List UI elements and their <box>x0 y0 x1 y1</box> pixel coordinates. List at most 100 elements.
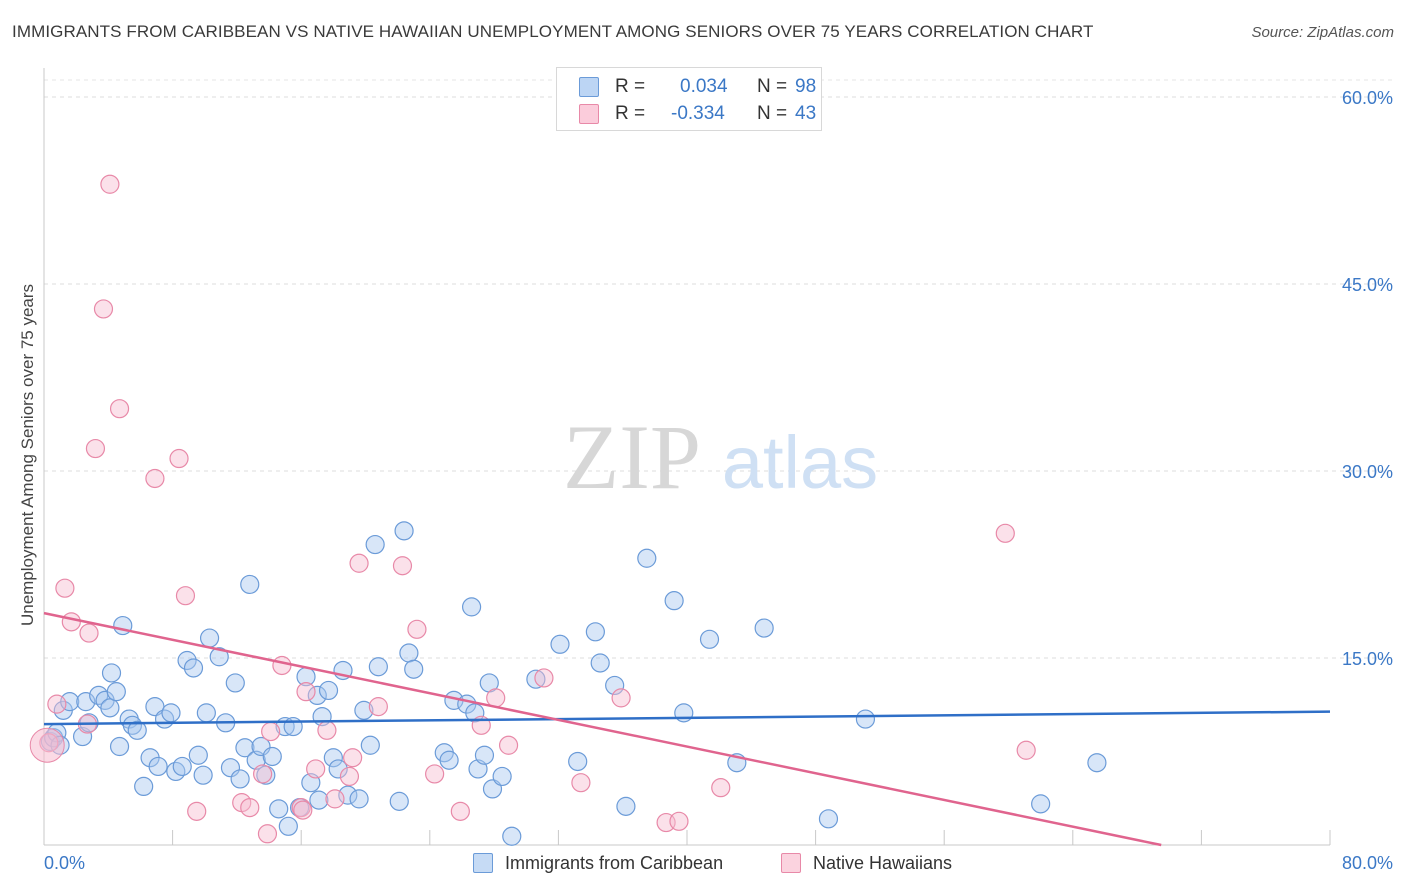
caribbean-point <box>100 698 120 718</box>
caribbean-point <box>269 799 289 819</box>
scatter-points <box>29 174 1107 846</box>
caribbean-point <box>338 785 358 805</box>
n-value: 98 <box>795 76 817 97</box>
hawaiian-point <box>296 682 316 702</box>
caribbean-point <box>616 796 636 816</box>
caribbean-point <box>461 597 482 617</box>
caribbean-point <box>526 669 546 689</box>
caribbean-point <box>492 766 512 787</box>
hawaiian-point <box>306 759 326 779</box>
hawaiian-point <box>392 556 413 576</box>
n-value: 43 <box>795 103 817 124</box>
caribbean-point <box>1031 794 1051 814</box>
caribbean-point <box>166 761 186 782</box>
caribbean-point <box>855 709 876 729</box>
n-label: N = <box>757 103 788 124</box>
watermark-atlas: atlas <box>722 421 878 504</box>
hawaiian-point <box>240 797 260 818</box>
caribbean-point <box>188 745 208 765</box>
hawaiian-point <box>407 619 427 639</box>
hawaiian-point <box>611 688 631 708</box>
hawaiian-point <box>317 720 337 740</box>
axes <box>43 68 1331 846</box>
correlation-legend: R = 0.034 N = 98 R = -0.334 N = 43 <box>556 67 822 131</box>
legend-swatch-hawaiian <box>579 104 599 124</box>
caribbean-point <box>278 816 298 836</box>
caribbean-point <box>605 675 625 696</box>
caribbean-point <box>196 703 216 723</box>
hawaiian-point <box>79 623 99 643</box>
y-tick-label: 15.0% <box>1342 649 1393 669</box>
legend-swatch-caribbean <box>473 853 493 873</box>
source-label: Source: ZipAtlas.com <box>1251 24 1394 41</box>
caribbean-point <box>177 650 197 671</box>
watermark-zip: ZIP <box>563 406 701 508</box>
caribbean-point <box>360 735 380 755</box>
gridlines <box>44 79 1392 659</box>
hawaiian-point <box>349 553 369 573</box>
chart-title: IMMIGRANTS FROM CARIBBEAN VS NATIVE HAWA… <box>12 22 1094 41</box>
caribbean-point <box>465 703 485 723</box>
legend-swatch-caribbean <box>579 77 599 97</box>
caribbean-point <box>161 703 181 723</box>
caribbean-point <box>262 746 282 767</box>
hawaiian-point <box>145 468 165 489</box>
hawaiian-point <box>169 448 189 469</box>
caribbean-point <box>585 622 605 642</box>
hawaiian-point <box>93 299 114 319</box>
hawaiian-point <box>339 766 360 787</box>
caribbean-point <box>172 756 192 777</box>
caribbean-point <box>664 591 684 611</box>
hawaiian-point <box>425 764 445 784</box>
caribbean-point <box>183 658 204 678</box>
hawaiian-point <box>995 523 1015 543</box>
hawaiian-point <box>293 800 313 820</box>
caribbean-point <box>193 765 213 785</box>
caribbean-point <box>404 659 424 679</box>
hawaiian-point <box>109 399 130 419</box>
legend-label-hawaiian: Native Hawaiians <box>813 853 953 873</box>
caribbean-point <box>328 759 348 779</box>
caribbean-point <box>101 663 122 683</box>
hawaiian-point <box>253 764 273 784</box>
caribbean-point <box>225 673 245 693</box>
hawaiian-point <box>61 612 81 632</box>
legend-label-caribbean: Immigrants from Caribbean <box>505 853 724 873</box>
caribbean-point <box>148 756 168 777</box>
y-tick-label: 30.0% <box>1342 462 1393 482</box>
hawaiian-point <box>257 824 278 844</box>
caribbean-point <box>637 548 657 568</box>
r-value: -0.334 <box>671 103 725 124</box>
caribbean-point <box>283 716 303 737</box>
hawaiian-point <box>711 778 731 798</box>
caribbean-point <box>754 618 774 638</box>
hawaiian-point <box>368 697 388 717</box>
caribbean-point <box>439 750 459 770</box>
y-tick-label: 60.0% <box>1342 88 1393 108</box>
caribbean-point <box>109 736 130 757</box>
caribbean-point <box>699 629 720 649</box>
caribbean-point <box>389 791 409 811</box>
caribbean-point <box>106 682 126 702</box>
hawaiian-point <box>498 735 519 755</box>
hawaiian-point <box>261 721 281 742</box>
caribbean-point <box>502 826 522 846</box>
caribbean-point <box>354 700 374 720</box>
hawaiian-point <box>272 655 292 676</box>
caribbean-point <box>134 776 154 797</box>
hawaiian-point <box>486 688 506 708</box>
r-label: R = <box>615 76 646 97</box>
caribbean-point <box>323 748 343 768</box>
caribbean-point <box>1087 753 1107 773</box>
caribbean-point <box>550 634 570 654</box>
x-tick-label: 0.0% <box>44 853 85 873</box>
hawaiian-point <box>450 801 470 821</box>
n-label: N = <box>757 76 788 97</box>
caribbean-point <box>235 738 255 758</box>
hawaiian-point <box>47 694 67 714</box>
legend-swatch-hawaiian <box>781 853 801 873</box>
caribbean-point <box>818 809 839 829</box>
caribbean-point <box>230 769 250 789</box>
caribbean-point <box>309 790 329 810</box>
